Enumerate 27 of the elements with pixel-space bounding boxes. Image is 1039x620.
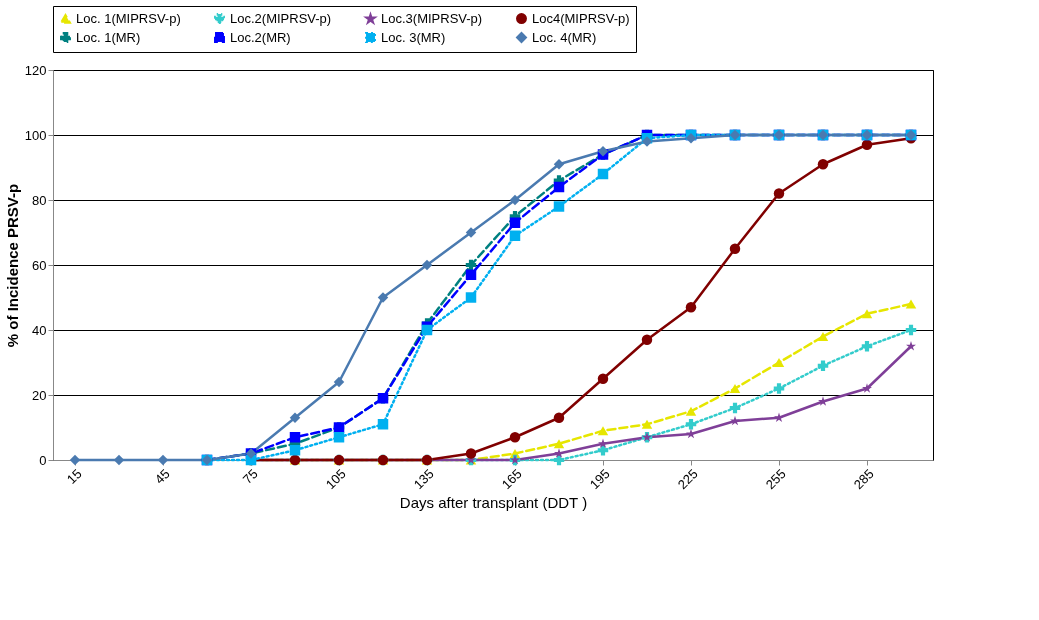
x-tick-label: 15 — [63, 466, 85, 487]
y-tick-label: 60 — [32, 257, 47, 273]
legend-label: Loc. 1(MR) — [76, 29, 141, 45]
y-tick-label: 20 — [32, 387, 47, 403]
legend-label: Loc. 1(MIPRSV-p) — [76, 10, 181, 26]
x-tick-label: 225 — [674, 466, 701, 493]
x-axis-title: Days after transplant (DDT ) — [399, 494, 588, 512]
legend-label: Loc. 3(MR) — [381, 29, 446, 45]
legend-label: Loc.2(MR) — [230, 29, 291, 45]
y-axis-title: % of Incidence PRSV-p — [3, 183, 21, 348]
x-tick-label: 195 — [586, 466, 613, 493]
x-tick-label: 105 — [322, 466, 349, 493]
x-tick-label: 165 — [498, 466, 525, 493]
legend-label: Loc4(MIPRSV-p) — [532, 10, 630, 26]
x-tick-label: 255 — [762, 466, 789, 493]
x-tick-label: 285 — [850, 466, 877, 493]
x-tick-label: 135 — [410, 466, 437, 493]
y-tick-label: 120 — [24, 62, 47, 78]
y-tick-label: 80 — [32, 192, 47, 208]
legend-label: Loc.3(MIPRSV-p) — [381, 10, 483, 26]
y-tick-label: 100 — [24, 127, 47, 143]
x-tick-label: 75 — [239, 466, 261, 487]
x-tick-label: 45 — [151, 466, 173, 487]
y-tick-label: 40 — [32, 322, 47, 338]
legend-label: Loc. 4(MR) — [532, 29, 597, 45]
legend-label: Loc.2(MIPRSV-p) — [230, 10, 332, 26]
y-tick-label: 0 — [39, 452, 47, 468]
